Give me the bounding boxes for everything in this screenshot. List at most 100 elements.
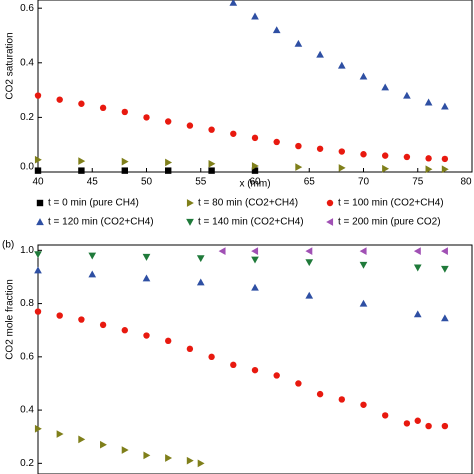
data-point (229, 0, 238, 6)
data-point (196, 255, 205, 263)
data-point (88, 270, 97, 278)
data-point (34, 167, 42, 174)
legend-marker (186, 218, 194, 226)
data-point (441, 155, 449, 163)
legend-label: t = 0 min (pure CH4) (48, 198, 139, 209)
data-point (230, 130, 237, 137)
data-point (78, 100, 85, 107)
data-point (208, 159, 216, 168)
data-point (413, 310, 422, 318)
data-point (382, 152, 389, 159)
data-point (196, 278, 205, 286)
data-point (425, 155, 432, 162)
data-point (208, 353, 215, 361)
data-point (359, 72, 368, 80)
data-point (338, 396, 345, 403)
data-point (251, 366, 259, 374)
data-point (143, 451, 151, 460)
data-point (413, 247, 421, 255)
data-point (56, 96, 63, 103)
legend-marker (326, 218, 334, 226)
data-point (251, 283, 259, 291)
data-point (403, 91, 411, 99)
data-point (142, 274, 151, 282)
data-point (359, 247, 367, 255)
legend-label: t = 200 min (pure CO2) (338, 217, 441, 228)
data-point (424, 98, 433, 106)
x-tick-label: 65 (304, 177, 316, 188)
data-point (56, 430, 64, 438)
data-point (441, 422, 449, 430)
y-tick-label: 0.6 (20, 351, 34, 362)
data-point (413, 264, 422, 272)
data-point (100, 440, 107, 449)
data-point (34, 251, 42, 259)
data-point (294, 39, 303, 47)
data-point (381, 83, 390, 91)
x-tick-label: 50 (141, 177, 153, 188)
data-point (273, 138, 280, 146)
data-point (34, 266, 42, 274)
data-point (208, 167, 215, 174)
plot-frame (37, 0, 473, 173)
x-tick-label: 80 (460, 177, 472, 188)
data-point (143, 114, 150, 121)
data-point (251, 256, 259, 264)
data-point (78, 316, 85, 323)
plot-frame (37, 244, 473, 474)
data-point (403, 420, 411, 427)
legend-marker (186, 199, 194, 207)
data-point (360, 151, 367, 158)
data-point (251, 162, 259, 170)
data-point (272, 26, 281, 34)
legend-label: t = 80 min (CO2+CH4) (198, 198, 298, 209)
data-point (316, 50, 324, 58)
x-tick-label: 45 (87, 177, 99, 188)
data-point (316, 145, 324, 152)
data-point (273, 372, 280, 379)
y-tick-label: 0.4 (20, 57, 34, 68)
data-point (441, 165, 449, 174)
data-point (34, 308, 42, 315)
y-tick-label: 0.4 (20, 405, 34, 416)
data-point (441, 102, 449, 110)
data-point (165, 158, 173, 167)
data-point (34, 424, 42, 433)
panel-label: (b) (2, 240, 14, 251)
data-point (121, 327, 128, 334)
data-point (360, 401, 367, 408)
legend-marker (326, 199, 334, 207)
data-point (34, 92, 42, 99)
data-point (359, 299, 368, 307)
data-point (197, 459, 205, 468)
x-axis-label: x (mm) (239, 179, 270, 190)
data-point (251, 247, 259, 255)
y-tick-label: 0.2 (20, 112, 34, 123)
data-point (186, 345, 194, 353)
data-point (56, 312, 63, 319)
data-point (121, 157, 129, 166)
data-point (230, 361, 237, 369)
y-tick-label: 0.0 (20, 162, 34, 173)
data-point (338, 148, 345, 155)
data-point (382, 412, 389, 419)
data-point (218, 247, 226, 255)
data-point (78, 157, 86, 165)
data-point (251, 12, 259, 20)
y-tick-label: 0.8 (20, 298, 34, 309)
data-point (121, 167, 128, 174)
data-point (305, 247, 313, 255)
legend-label: t = 140 min (CO2+CH4) (198, 217, 304, 228)
legend-marker (36, 199, 44, 207)
data-point (165, 167, 172, 174)
data-point (403, 153, 411, 161)
legend-label: t = 120 min (CO2+CH4) (48, 217, 154, 228)
y-tick-label: 0.6 (20, 3, 34, 14)
y-axis-label: CO2 mole fraction (5, 279, 16, 360)
data-point (295, 163, 303, 171)
y-axis-label: CO2 saturation (5, 32, 16, 99)
data-point (121, 108, 128, 116)
data-point (338, 164, 346, 172)
data-point (295, 380, 302, 387)
data-point (425, 165, 433, 174)
